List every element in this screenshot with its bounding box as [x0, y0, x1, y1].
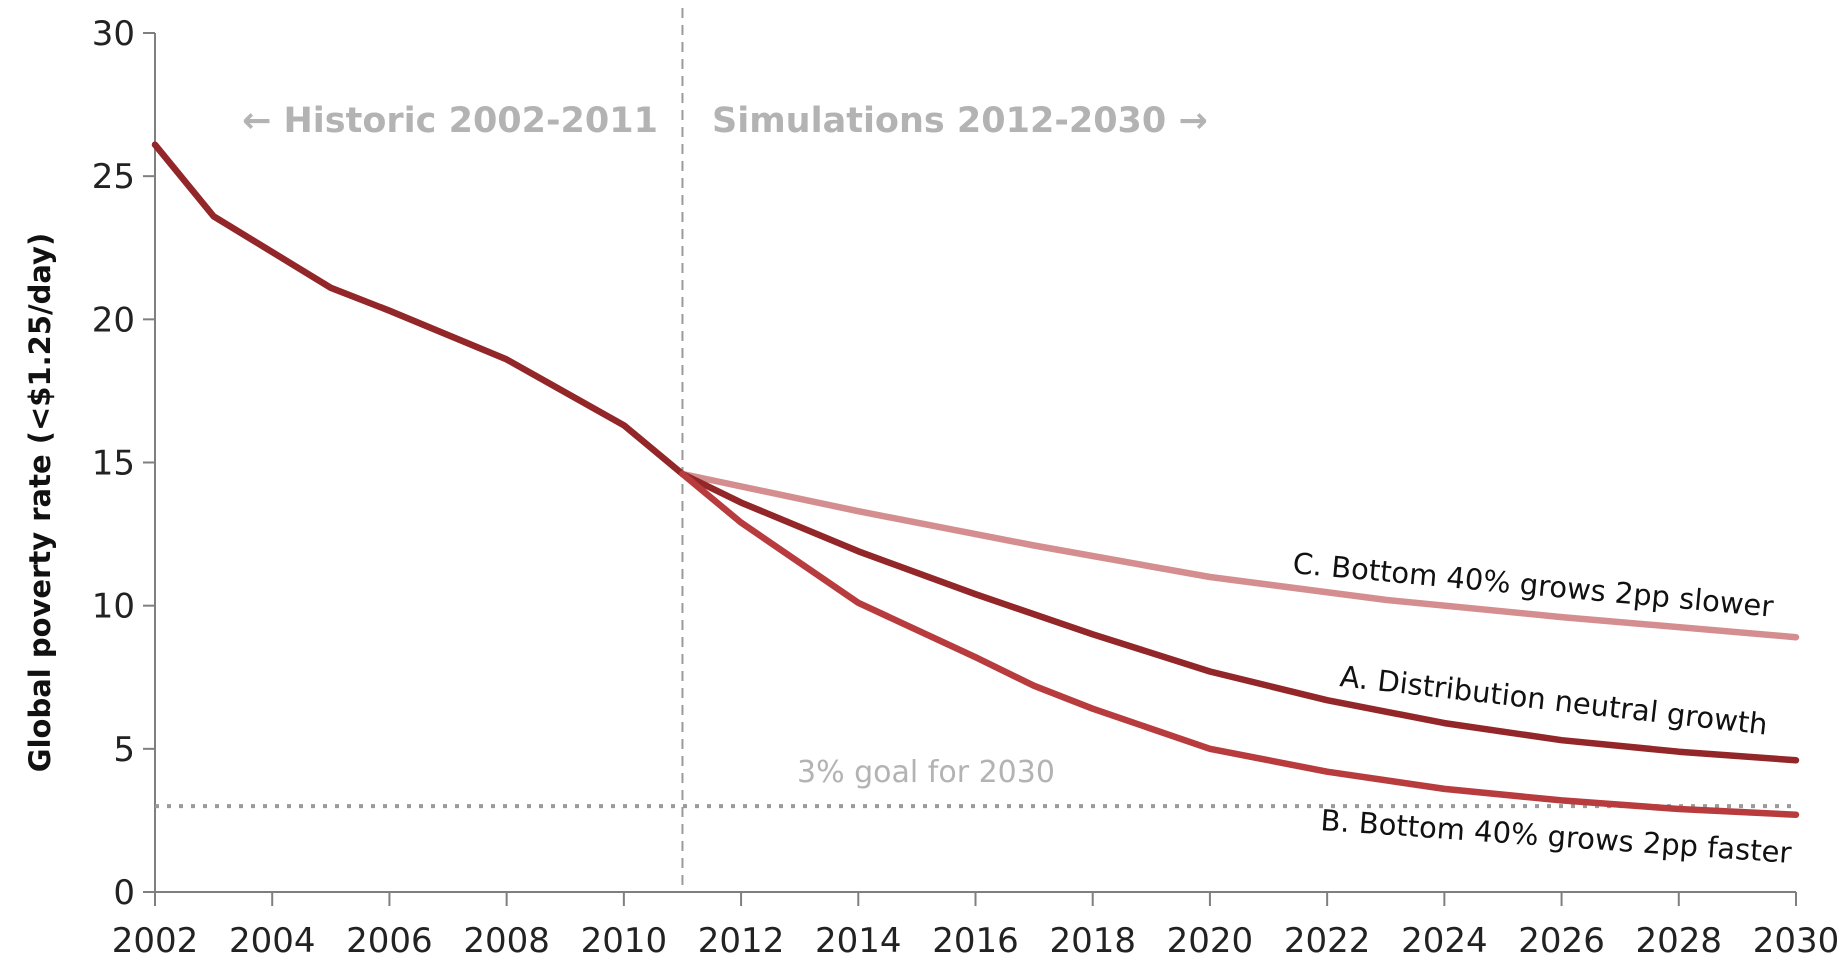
y-tick-label-25: 25: [92, 157, 135, 197]
series-a-label: A. Distribution neutral growth: [1338, 659, 1769, 741]
series-b-faster-line: [679, 470, 1800, 818]
simulations-period-label: Simulations 2012-2030 →: [712, 101, 1208, 141]
series-a-neutral-line: [679, 470, 1800, 764]
y-tick-label-15: 15: [92, 444, 135, 484]
x-tick-label-2030: 2030: [1753, 921, 1840, 961]
x-tick-label-2024: 2024: [1401, 921, 1488, 961]
y-tick-label-0: 0: [113, 873, 135, 913]
x-tick-label-2008: 2008: [463, 921, 550, 961]
y-tick-label-5: 5: [113, 730, 135, 770]
x-tick-label-2014: 2014: [815, 921, 902, 961]
annotation-layer: ← Historic 2002-2011 Simulations 2012-203…: [155, 8, 1796, 892]
x-tick-label-2006: 2006: [346, 921, 433, 961]
x-tick-label-2028: 2028: [1636, 921, 1723, 961]
historic-period-label: ← Historic 2002-2011: [242, 101, 658, 141]
y-tick-label-10: 10: [92, 587, 135, 627]
x-tick-label-2022: 2022: [1284, 921, 1371, 961]
x-tick-label-2020: 2020: [1167, 921, 1254, 961]
x-tick-label-2002: 2002: [112, 921, 199, 961]
y-tick-label-20: 20: [92, 300, 135, 340]
x-tick-label-2012: 2012: [698, 921, 785, 961]
y-tick-label-30: 30: [92, 14, 135, 54]
goal-label: 3% goal for 2030: [797, 755, 1055, 790]
historic-series-line: [151, 141, 686, 478]
series-c-slower-line: [679, 470, 1800, 641]
x-tick-label-2026: 2026: [1518, 921, 1605, 961]
x-tick-label-2010: 2010: [581, 921, 668, 961]
x-tick-label-2016: 2016: [932, 921, 1019, 961]
axes-layer: 0 5 10 15 20 25 30 2002 2004 2006 2008 2010 2012 2014…: [23, 14, 1839, 961]
y-axis-title: Global poverty rate (<$1.25/day): [23, 233, 57, 772]
x-tick-label-2018: 2018: [1049, 921, 1136, 961]
x-tick-label-2004: 2004: [229, 921, 316, 961]
series-layer: [151, 141, 1800, 818]
